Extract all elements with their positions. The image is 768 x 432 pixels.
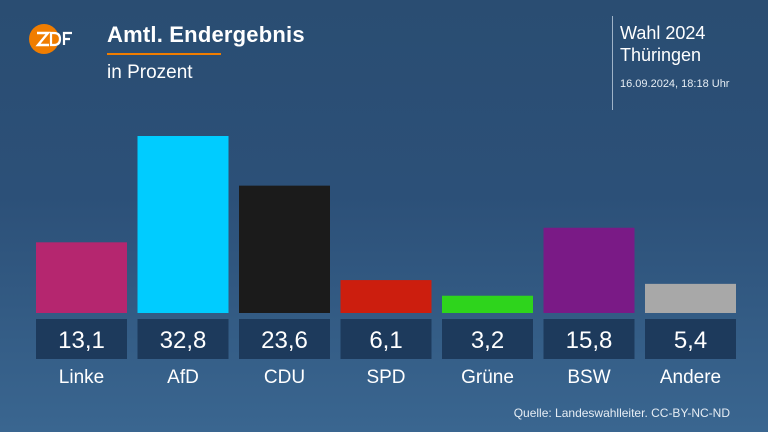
header-divider <box>612 16 613 110</box>
value-box-linke <box>36 319 127 359</box>
value-label-afd: 32,8 <box>160 327 207 354</box>
category-label-spd: SPD <box>366 367 405 388</box>
result-timestamp: 16.09.2024, 18:18 Uhr <box>620 78 730 90</box>
logo-f-glyph <box>62 31 72 45</box>
category-label-andere: Andere <box>660 367 721 388</box>
bar-cdu <box>239 185 330 313</box>
value-label-bsw: 15,8 <box>566 327 613 354</box>
chart-title: Amtl. Endergebnis <box>107 22 305 47</box>
value-box-andere <box>645 319 736 359</box>
value-label-grüne: 3,2 <box>471 327 504 354</box>
bar-linke <box>36 242 127 313</box>
value-label-cdu: 23,6 <box>261 327 308 354</box>
election-year: Wahl 2024 <box>620 23 706 43</box>
value-label-spd: 6,1 <box>369 327 402 354</box>
bar-spd <box>340 280 432 313</box>
value-box-cdu <box>239 319 330 359</box>
value-label-andere: 5,4 <box>674 327 707 354</box>
bar-andere <box>645 283 736 313</box>
value-box-afd <box>137 319 229 359</box>
bar-bsw <box>543 227 635 313</box>
bar-grüne <box>442 295 533 313</box>
source-note: Quelle: Landeswahlleiter. CC-BY-NC-ND <box>513 406 730 420</box>
title-accent-rule <box>107 53 221 55</box>
value-box-bsw <box>543 319 635 359</box>
chart-subtitle: in Prozent <box>107 62 193 83</box>
value-label-linke: 13,1 <box>58 327 105 354</box>
category-label-afd: AfD <box>167 367 199 388</box>
category-label-linke: Linke <box>59 367 104 388</box>
value-box-spd <box>340 319 432 359</box>
zdf-logo <box>29 24 72 54</box>
election-info: Wahl 2024 Thüringen <box>620 22 705 66</box>
election-state: Thüringen <box>620 45 702 65</box>
logo-d-glyph <box>49 31 62 47</box>
category-label-cdu: CDU <box>264 367 305 388</box>
category-label-grüne: Grüne <box>461 367 514 388</box>
value-box-grüne <box>442 319 533 359</box>
logo-z-glyph <box>35 31 51 47</box>
category-label-bsw: BSW <box>567 367 610 388</box>
bar-afd <box>137 136 229 313</box>
